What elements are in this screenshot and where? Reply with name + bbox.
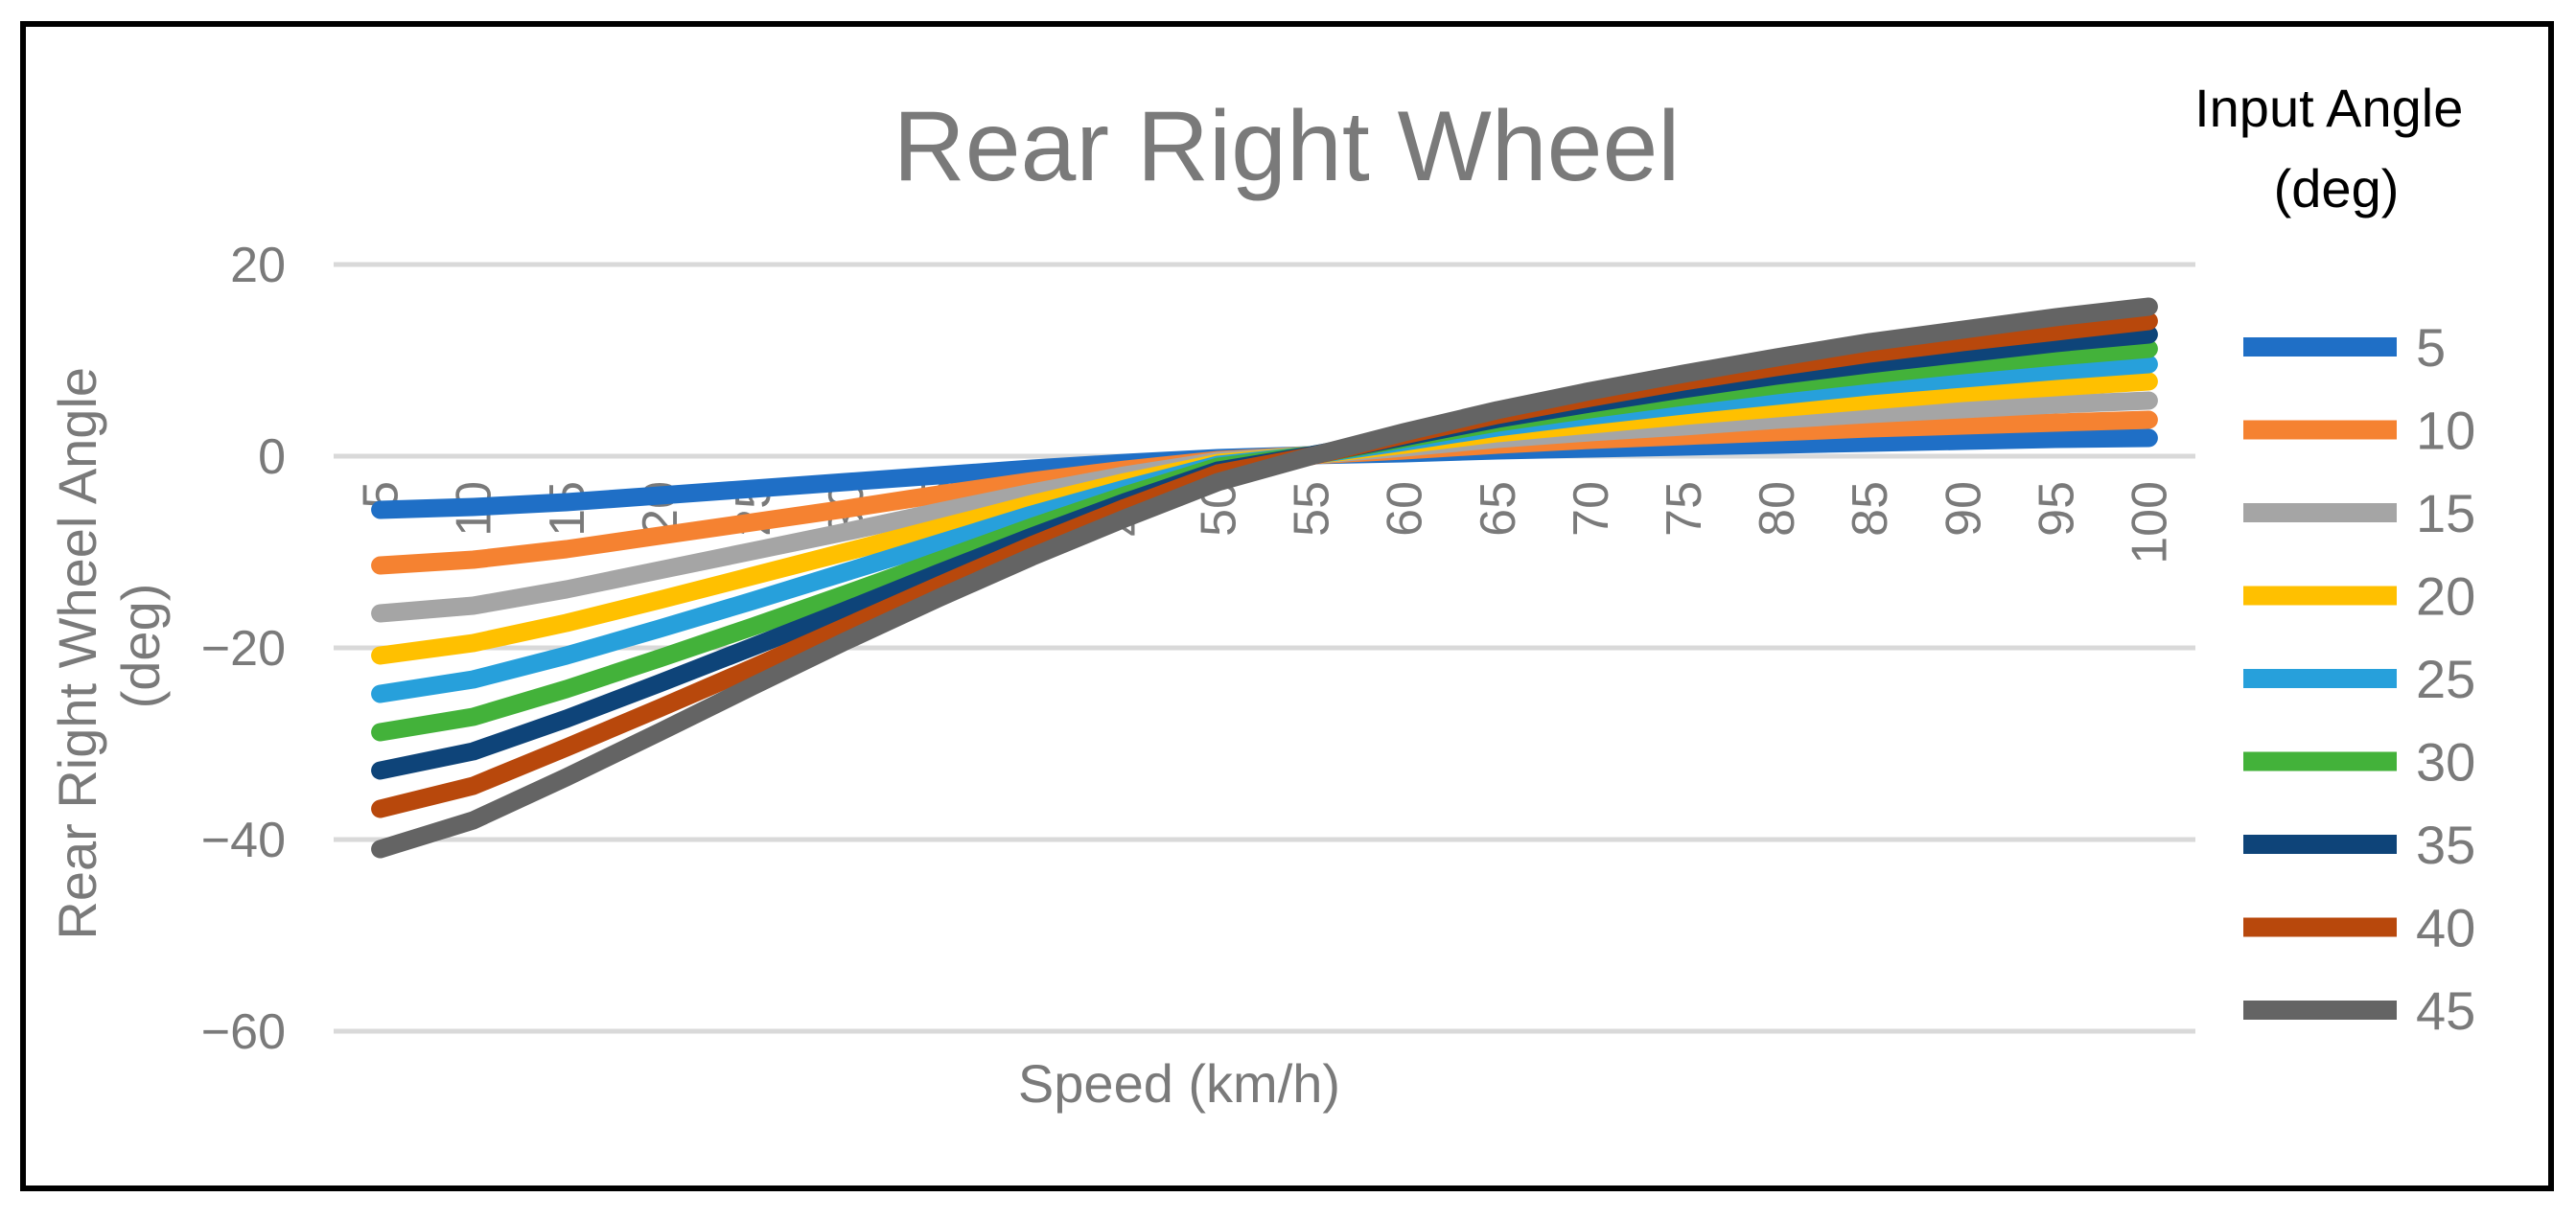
legend-title-line-2: (deg) [2274,158,2400,219]
legend-title: Input Angle (deg) [2194,78,2478,219]
legend: 5 10 15 20 25 30 35 40 45 [2243,317,2475,1041]
x-tick-label: 70 [1564,481,1619,537]
y-tick-label: −20 [201,621,286,677]
legend-label-20: 20 [2416,566,2475,627]
x-tick-label: 85 [1843,481,1898,537]
chart-frame [20,21,2554,1191]
y-axis-title-line-1: Rear Right Wheel Angle [47,367,107,940]
x-tick-label: 80 [1750,481,1805,537]
series-line-45 [371,297,2158,859]
legend-label-40: 40 [2416,898,2475,958]
y-tick-label: −40 [201,813,286,868]
y-tick-label: −60 [201,1004,286,1060]
legend-label-45: 45 [2416,980,2475,1041]
x-tick-label: 55 [1285,481,1340,537]
legend-label-30: 30 [2416,732,2475,793]
x-tick-label: 100 [2122,481,2177,564]
y-axis-title-line-2: (deg) [110,584,171,709]
legend-label-5: 5 [2416,317,2446,378]
x-axis-title: Speed (km/h) [1018,1053,1340,1114]
y-tick-label: 20 [230,238,286,293]
series-lines [371,297,2158,859]
x-tick-label: 65 [1471,481,1526,537]
x-tick-label: 90 [1936,481,1991,537]
x-tick-label: 60 [1378,481,1433,537]
chart-title: Rear Right Wheel [893,91,1681,202]
legend-label-35: 35 [2416,815,2475,875]
legend-label-25: 25 [2416,649,2475,709]
x-tick-label: 95 [2029,481,2084,537]
x-tick-label: 75 [1657,481,1712,537]
y-axis-title: Rear Right Wheel Angle (deg) [47,352,171,939]
legend-title-line-1: Input Angle [2194,78,2463,138]
y-tick-label: 0 [258,429,286,485]
legend-label-15: 15 [2416,483,2475,543]
legend-label-10: 10 [2416,401,2475,461]
y-tick-labels: 20 0 −20 −40 −60 [201,238,286,1060]
